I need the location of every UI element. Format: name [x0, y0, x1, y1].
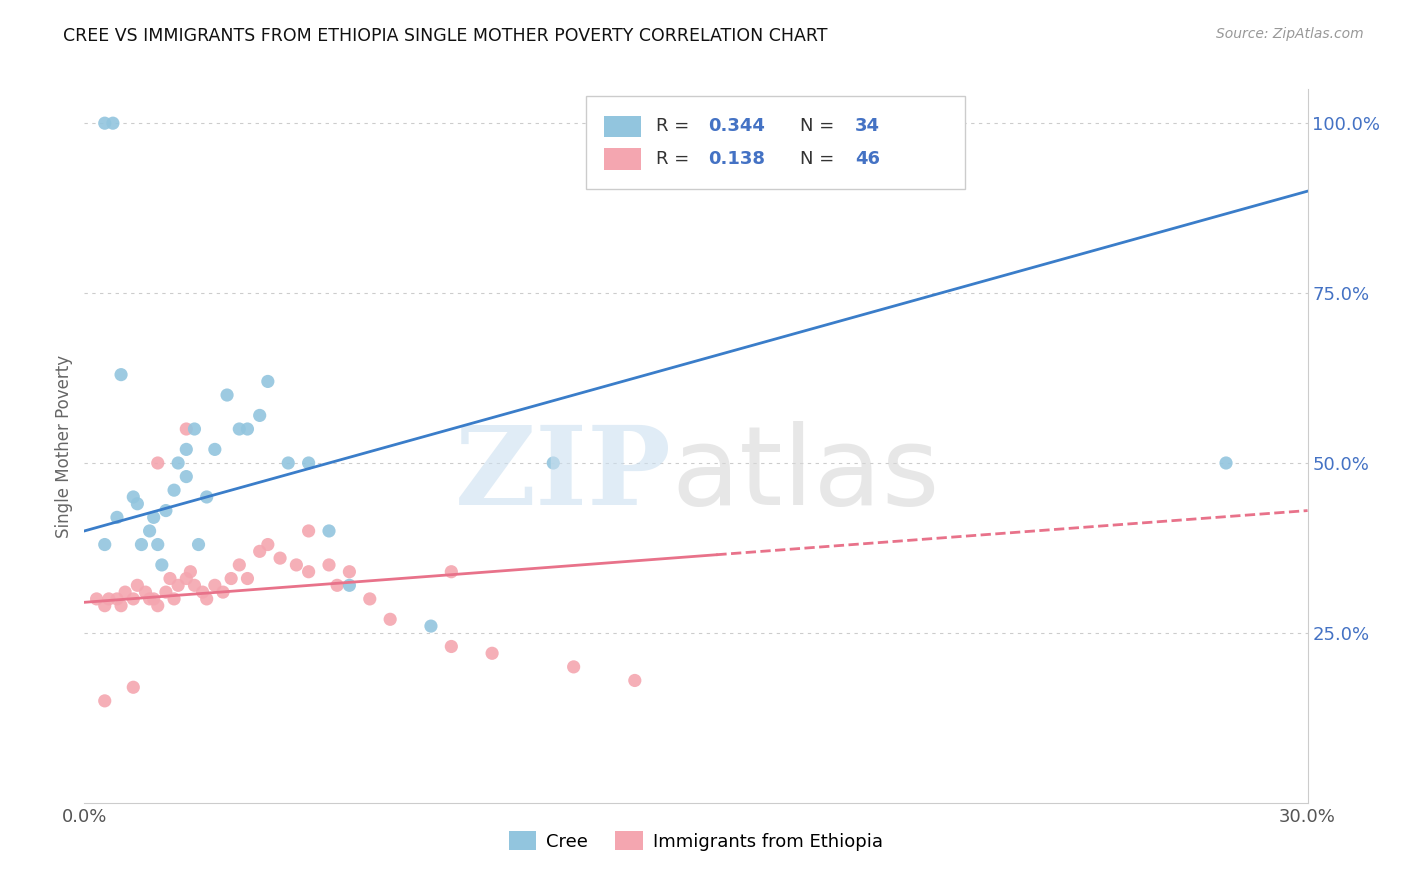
- Point: [420, 619, 443, 633]
- Point: [298, 565, 321, 579]
- Point: [481, 646, 503, 660]
- Point: [97, 591, 120, 606]
- Point: [725, 116, 748, 130]
- Point: [138, 591, 160, 606]
- Bar: [605, 116, 641, 137]
- Point: [155, 585, 177, 599]
- Point: [236, 422, 259, 436]
- Point: [359, 591, 381, 606]
- Text: Source: ZipAtlas.com: Source: ZipAtlas.com: [1216, 27, 1364, 41]
- Point: [1215, 456, 1237, 470]
- Point: [249, 544, 271, 558]
- Point: [127, 497, 149, 511]
- Point: [543, 456, 565, 470]
- Point: [624, 673, 647, 688]
- Point: [146, 456, 169, 470]
- Point: [174, 422, 197, 436]
- Text: R =: R =: [655, 150, 700, 168]
- Point: [110, 368, 132, 382]
- Point: [187, 537, 209, 551]
- Text: 0.138: 0.138: [709, 150, 765, 168]
- Point: [142, 591, 165, 606]
- Point: [142, 510, 165, 524]
- Point: [562, 660, 585, 674]
- Point: [440, 640, 463, 654]
- Point: [105, 591, 128, 606]
- Point: [138, 524, 160, 538]
- Point: [93, 537, 115, 551]
- Point: [298, 524, 321, 538]
- Point: [257, 375, 280, 389]
- Point: [174, 572, 197, 586]
- Text: 0.344: 0.344: [709, 118, 765, 136]
- Text: CREE VS IMMIGRANTS FROM ETHIOPIA SINGLE MOTHER POVERTY CORRELATION CHART: CREE VS IMMIGRANTS FROM ETHIOPIA SINGLE …: [63, 27, 828, 45]
- Point: [326, 578, 349, 592]
- Point: [127, 578, 149, 592]
- Point: [228, 558, 250, 572]
- Point: [93, 116, 115, 130]
- Point: [163, 591, 186, 606]
- Point: [217, 388, 239, 402]
- Text: N =: N =: [800, 118, 839, 136]
- Point: [122, 680, 145, 694]
- Y-axis label: Single Mother Poverty: Single Mother Poverty: [55, 354, 73, 538]
- Text: 46: 46: [855, 150, 880, 168]
- Point: [195, 490, 218, 504]
- Point: [249, 409, 271, 423]
- Point: [93, 694, 115, 708]
- Point: [93, 599, 115, 613]
- Point: [277, 456, 299, 470]
- Point: [195, 591, 218, 606]
- Point: [380, 612, 402, 626]
- Point: [86, 591, 108, 606]
- Point: [191, 585, 214, 599]
- FancyBboxPatch shape: [586, 96, 965, 189]
- Point: [204, 578, 226, 592]
- Point: [150, 558, 173, 572]
- Legend: Cree, Immigrants from Ethiopia: Cree, Immigrants from Ethiopia: [502, 824, 890, 858]
- Point: [114, 585, 136, 599]
- Point: [174, 442, 197, 457]
- Point: [179, 565, 201, 579]
- Point: [204, 442, 226, 457]
- Point: [167, 578, 190, 592]
- Text: 34: 34: [855, 118, 880, 136]
- Point: [257, 537, 280, 551]
- Text: R =: R =: [655, 118, 695, 136]
- Bar: [605, 148, 641, 169]
- Point: [269, 551, 291, 566]
- Text: atlas: atlas: [672, 421, 941, 528]
- Point: [440, 565, 463, 579]
- Point: [174, 469, 197, 483]
- Point: [339, 565, 361, 579]
- Point: [122, 490, 145, 504]
- Point: [219, 572, 242, 586]
- Point: [122, 591, 145, 606]
- Text: N =: N =: [800, 150, 839, 168]
- Point: [131, 537, 153, 551]
- Point: [163, 483, 186, 498]
- Point: [167, 456, 190, 470]
- Point: [159, 572, 181, 586]
- Point: [228, 422, 250, 436]
- Point: [212, 585, 235, 599]
- Point: [146, 599, 169, 613]
- Point: [183, 422, 205, 436]
- Point: [339, 578, 361, 592]
- Point: [146, 537, 169, 551]
- Point: [155, 503, 177, 517]
- Point: [318, 524, 340, 538]
- Point: [285, 558, 308, 572]
- Point: [183, 578, 205, 592]
- Point: [101, 116, 124, 130]
- Point: [236, 572, 259, 586]
- Point: [135, 585, 157, 599]
- Point: [298, 456, 321, 470]
- Point: [318, 558, 340, 572]
- Point: [110, 599, 132, 613]
- Point: [105, 510, 128, 524]
- Text: ZIP: ZIP: [454, 421, 672, 528]
